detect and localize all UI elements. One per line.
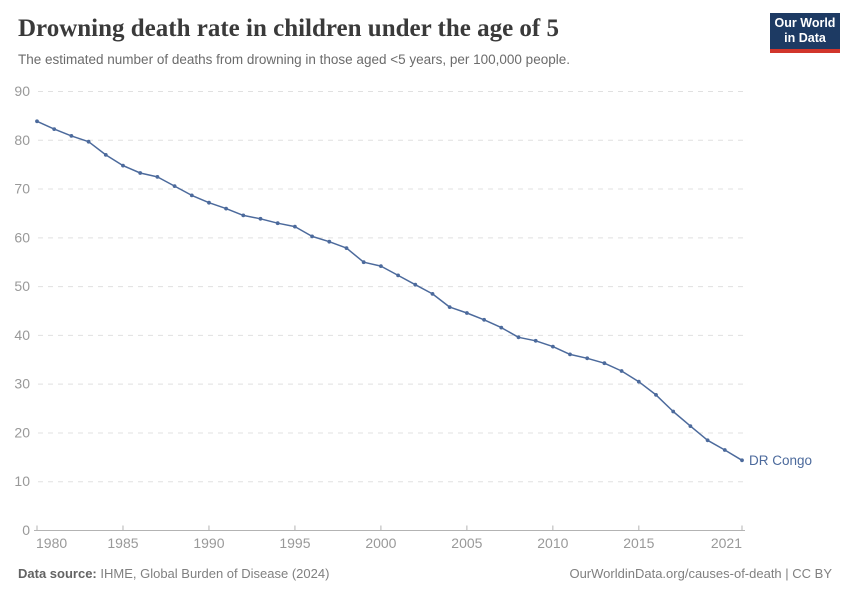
y-axis-tick-label-30: 30 bbox=[14, 376, 30, 392]
y-axis-tick-label-60: 60 bbox=[14, 229, 30, 245]
y-axis-tick-label-0: 0 bbox=[22, 522, 30, 538]
data-point-1982[interactable] bbox=[69, 134, 74, 138]
data-point-1980[interactable] bbox=[35, 119, 39, 124]
x-axis-tick-label-1985: 1985 bbox=[107, 535, 138, 551]
data-point-2008[interactable] bbox=[516, 335, 521, 340]
x-axis-tick-label-2021: 2021 bbox=[711, 535, 742, 551]
x-axis-tick-label-2005: 2005 bbox=[451, 535, 482, 551]
data-point-2015[interactable] bbox=[636, 379, 641, 384]
data-point-1993[interactable] bbox=[258, 216, 263, 221]
data-point-1987[interactable] bbox=[155, 175, 160, 179]
y-axis-tick-label-40: 40 bbox=[14, 327, 30, 343]
y-axis-tick-label-70: 70 bbox=[14, 181, 30, 197]
data-point-2010[interactable] bbox=[551, 344, 555, 349]
data-point-2005[interactable] bbox=[465, 311, 469, 315]
data-source-label: Data source: bbox=[18, 566, 97, 581]
owid-logo-line1: Our World bbox=[774, 16, 836, 30]
chart-subtitle: The estimated number of deaths from drow… bbox=[18, 52, 570, 67]
data-point-2018[interactable] bbox=[688, 424, 693, 428]
data-point-1996[interactable] bbox=[310, 234, 314, 239]
data-point-1983[interactable] bbox=[86, 139, 91, 144]
x-axis-tick-label-2015: 2015 bbox=[623, 535, 654, 551]
data-point-2004[interactable] bbox=[447, 305, 452, 309]
data-point-2020[interactable] bbox=[722, 448, 727, 452]
y-axis-tick-label-50: 50 bbox=[14, 278, 30, 294]
data-point-2017[interactable] bbox=[671, 409, 676, 414]
data-point-2011[interactable] bbox=[568, 352, 572, 357]
data-point-2014[interactable] bbox=[619, 369, 624, 373]
y-axis-tick-label-20: 20 bbox=[14, 424, 30, 440]
x-axis-tick-label-1990: 1990 bbox=[193, 535, 224, 551]
data-point-1994[interactable] bbox=[275, 221, 280, 226]
chart-footer: Data source: IHME, Global Burden of Dise… bbox=[18, 566, 832, 581]
data-point-1986[interactable] bbox=[138, 171, 143, 175]
data-point-2007[interactable] bbox=[499, 325, 504, 330]
data-point-1999[interactable] bbox=[361, 260, 366, 265]
owid-logo-line2: in Data bbox=[784, 31, 826, 45]
y-axis-tick-label-90: 90 bbox=[14, 83, 30, 99]
y-axis-tick-label-80: 80 bbox=[14, 132, 30, 148]
data-point-2003[interactable] bbox=[430, 292, 435, 296]
owid-logo-stripe bbox=[770, 49, 840, 53]
data-point-1990[interactable] bbox=[207, 200, 211, 205]
owid-credit-link[interactable]: OurWorldinData.org/causes-of-death | CC … bbox=[569, 566, 832, 581]
x-axis-tick-label-1995: 1995 bbox=[279, 535, 310, 551]
data-point-2001[interactable] bbox=[396, 273, 400, 278]
data-point-1992[interactable] bbox=[241, 213, 246, 218]
data-point-2012[interactable] bbox=[585, 356, 590, 361]
data-point-2021[interactable] bbox=[740, 458, 744, 463]
data-point-1988[interactable] bbox=[172, 184, 177, 189]
owid-logo[interactable]: Our World in Data bbox=[770, 13, 840, 53]
y-axis-tick-label-10: 10 bbox=[14, 473, 30, 489]
data-point-2002[interactable] bbox=[413, 282, 418, 287]
data-point-1998[interactable] bbox=[344, 246, 349, 251]
data-point-2000[interactable] bbox=[379, 264, 383, 268]
data-point-2013[interactable] bbox=[602, 361, 607, 366]
x-axis-tick-label-2010: 2010 bbox=[537, 535, 568, 551]
data-point-1995[interactable] bbox=[293, 224, 297, 229]
data-point-1985[interactable] bbox=[121, 163, 125, 168]
series-end-label[interactable]: DR Congo bbox=[749, 453, 812, 468]
data-point-2019[interactable] bbox=[705, 438, 710, 443]
owid-logo-text: Our World in Data bbox=[770, 13, 840, 49]
series-line-dr-congo bbox=[36, 120, 743, 462]
chart-title: Drowning death rate in children under th… bbox=[18, 15, 559, 42]
data-point-2016[interactable] bbox=[654, 393, 658, 397]
data-point-1984[interactable] bbox=[103, 153, 108, 157]
data-point-1991[interactable] bbox=[224, 206, 229, 211]
x-axis-tick-label-2000: 2000 bbox=[365, 535, 396, 551]
data-point-1989[interactable] bbox=[189, 193, 194, 198]
data-point-2006[interactable] bbox=[482, 317, 486, 322]
data-source-note: Data source: IHME, Global Burden of Dise… bbox=[18, 566, 329, 581]
data-point-1997[interactable] bbox=[327, 239, 332, 244]
data-point-2009[interactable] bbox=[533, 338, 538, 343]
data-point-1981[interactable] bbox=[52, 127, 57, 131]
data-source-value: IHME, Global Burden of Disease (2024) bbox=[96, 566, 330, 581]
x-axis-tick-label-1980: 1980 bbox=[36, 535, 67, 551]
